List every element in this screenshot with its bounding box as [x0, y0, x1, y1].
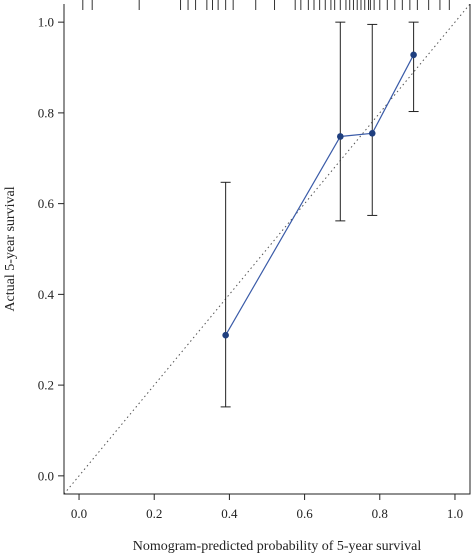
- data-point: [337, 133, 344, 140]
- y-axis-title: Actual 5-year survival: [3, 186, 18, 311]
- data-point: [222, 331, 229, 339]
- x-tick-label: 0.0: [71, 506, 87, 521]
- ideal-reference-line: [63, 3, 471, 495]
- x-tick-label: 0.6: [296, 506, 313, 521]
- y-tick-label: 1.0: [38, 15, 54, 30]
- data-points: [222, 51, 417, 339]
- y-tick-label: 0.6: [38, 196, 55, 211]
- data-point: [410, 51, 417, 59]
- x-tick-label: 0.2: [146, 506, 162, 521]
- x-axis-title: Nomogram-predicted probability of 5-year…: [133, 539, 422, 554]
- x-tick-label: 1.0: [447, 506, 463, 521]
- error-bars: [220, 21, 419, 408]
- rug-marks: [82, 0, 450, 10]
- y-tick-label: 0.8: [38, 105, 54, 120]
- y-tick-label: 0.2: [38, 378, 54, 393]
- x-tick-label: 0.8: [372, 506, 388, 521]
- x-axis-ticks: 0.0 0.2 0.4 0.6 0.8 1.0: [71, 494, 463, 521]
- y-tick-label: 0.0: [38, 468, 54, 483]
- y-axis-ticks: 0.0 0.2 0.4 0.6 0.8 1.0: [38, 15, 64, 483]
- x-tick-label: 0.4: [221, 506, 238, 521]
- y-tick-label: 0.4: [38, 287, 55, 302]
- calibration-line: [225, 54, 415, 336]
- data-point: [368, 130, 376, 137]
- plot-frame: [63, 4, 471, 495]
